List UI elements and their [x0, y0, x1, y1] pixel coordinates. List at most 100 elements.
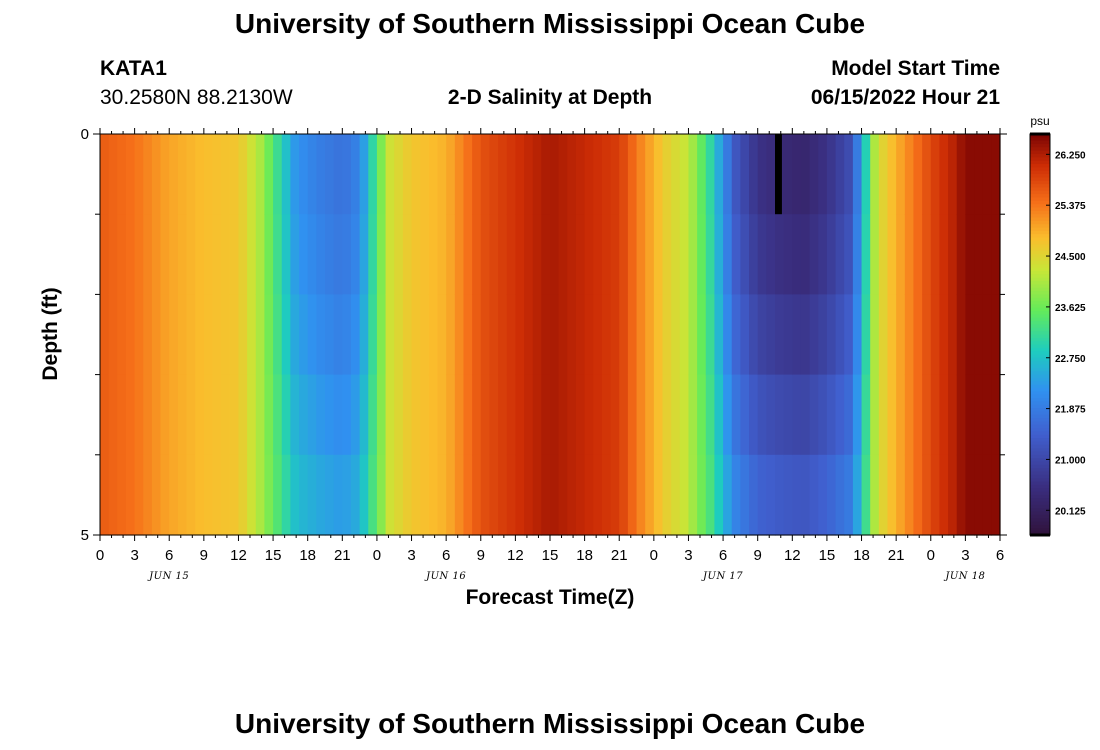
colorbar-swatch [1030, 424, 1050, 429]
heatmap-cell [766, 374, 776, 456]
heatmap-cell [870, 454, 880, 536]
x-tick-label: 12 [507, 547, 524, 564]
heatmap-cell [852, 454, 863, 536]
heatmap-cell [264, 214, 274, 295]
heatmap-cell [420, 214, 430, 295]
heatmap-cell [930, 134, 941, 215]
heatmap-cell [653, 214, 664, 295]
x-tick-label: 3 [684, 547, 692, 564]
colorbar-swatch [1030, 140, 1050, 145]
heatmap-cell [809, 454, 819, 536]
colorbar-unit: psu [1030, 114, 1049, 128]
colorbar-swatch [1030, 317, 1050, 322]
heatmap-cell [316, 454, 326, 536]
heatmap-cell [489, 134, 499, 215]
heatmap-cell [645, 294, 655, 376]
colorbar-swatch [1030, 137, 1050, 142]
colorbar-swatch [1030, 501, 1050, 506]
heatmap-cell [169, 134, 179, 215]
heatmap-cell [800, 214, 811, 295]
heatmap-cell [394, 294, 404, 376]
heatmap-cell [532, 214, 542, 295]
heatmap-cell [177, 134, 188, 215]
heatmap-cell [878, 454, 889, 536]
heatmap-cell [610, 294, 620, 376]
colorbar-swatch [1030, 314, 1050, 319]
heatmap-cell [749, 294, 759, 376]
colorbar-swatch [1030, 200, 1050, 205]
heatmap-cell [775, 214, 785, 295]
plot-title: 2-D Salinity at Depth [447, 86, 653, 109]
heatmap-cell [904, 454, 915, 536]
heatmap-cell [956, 134, 966, 215]
colorbar-swatch [1030, 514, 1050, 519]
heatmap-cell [151, 294, 162, 376]
heatmap-cell [740, 134, 750, 215]
heatmap-cell [420, 294, 430, 376]
heatmap-cell [255, 374, 266, 456]
heatmap-cell [809, 214, 819, 295]
heatmap-cell [177, 454, 188, 536]
heatmap-cell [593, 214, 603, 295]
heatmap-cell [402, 454, 413, 536]
colorbar-swatch [1030, 164, 1050, 169]
heatmap-cell [100, 454, 110, 536]
heatmap-cell [506, 374, 516, 456]
colorbar-swatch [1030, 144, 1050, 148]
heatmap-cell [532, 294, 542, 376]
heatmap-cell [368, 294, 378, 376]
heatmap-cell [688, 374, 698, 456]
heatmap-cell [757, 134, 767, 215]
heatmap-cell [575, 214, 586, 295]
heatmap-cell [826, 294, 837, 376]
heatmap-cell [974, 454, 984, 536]
heatmap-cell [645, 454, 655, 536]
colorbar-swatch [1030, 327, 1050, 332]
heatmap-cell [247, 294, 257, 376]
heatmap-cell [489, 294, 499, 376]
heatmap-cell [619, 374, 629, 456]
heatmap-cell [775, 374, 785, 456]
colorbar-swatch [1030, 307, 1050, 312]
colorbar-swatch [1030, 274, 1050, 279]
heatmap-cell [826, 214, 837, 295]
heatmap-cell [117, 454, 127, 536]
colorbar-swatch [1030, 404, 1050, 409]
heatmap-cell [835, 134, 845, 215]
colorbar-swatch [1030, 411, 1050, 416]
heatmap-cell [705, 294, 716, 376]
heatmap-cell [125, 294, 136, 376]
heatmap-cell [913, 134, 923, 215]
colorbar-swatch [1030, 184, 1050, 189]
colorbar-swatch [1030, 240, 1050, 245]
heatmap-cell [411, 454, 421, 536]
heatmap-cell [922, 374, 932, 456]
heatmap-cell [610, 214, 620, 295]
heatmap-cell [247, 134, 257, 215]
colorbar-swatch [1030, 160, 1050, 165]
heatmap-cell [117, 374, 127, 456]
colorbar-swatch [1030, 504, 1050, 509]
colorbar-tick-label: 22.750 [1055, 354, 1086, 365]
heatmap-cell [411, 294, 421, 376]
heatmap-cell [437, 294, 447, 376]
heatmap-cell [472, 374, 482, 456]
heatmap-cell [904, 134, 915, 215]
heatmap-cell [376, 134, 387, 215]
y-tick-label: 0 [81, 126, 89, 143]
heatmap-cell [922, 214, 932, 295]
heatmap-cell [584, 454, 594, 536]
heatmap-cell [290, 454, 300, 536]
heatmap-cell [428, 214, 439, 295]
colorbar-swatch [1030, 157, 1050, 162]
heatmap-cell [550, 214, 560, 295]
heatmap-cell [143, 134, 153, 215]
heatmap-cell [195, 134, 205, 215]
heatmap-cell [350, 214, 361, 295]
x-tick-label: 6 [165, 547, 173, 564]
heatmap-cell [541, 374, 551, 456]
heatmap-cell [229, 134, 240, 215]
heatmap-cell [333, 214, 343, 295]
heatmap-cell [870, 214, 880, 295]
heatmap-cell [394, 134, 404, 215]
